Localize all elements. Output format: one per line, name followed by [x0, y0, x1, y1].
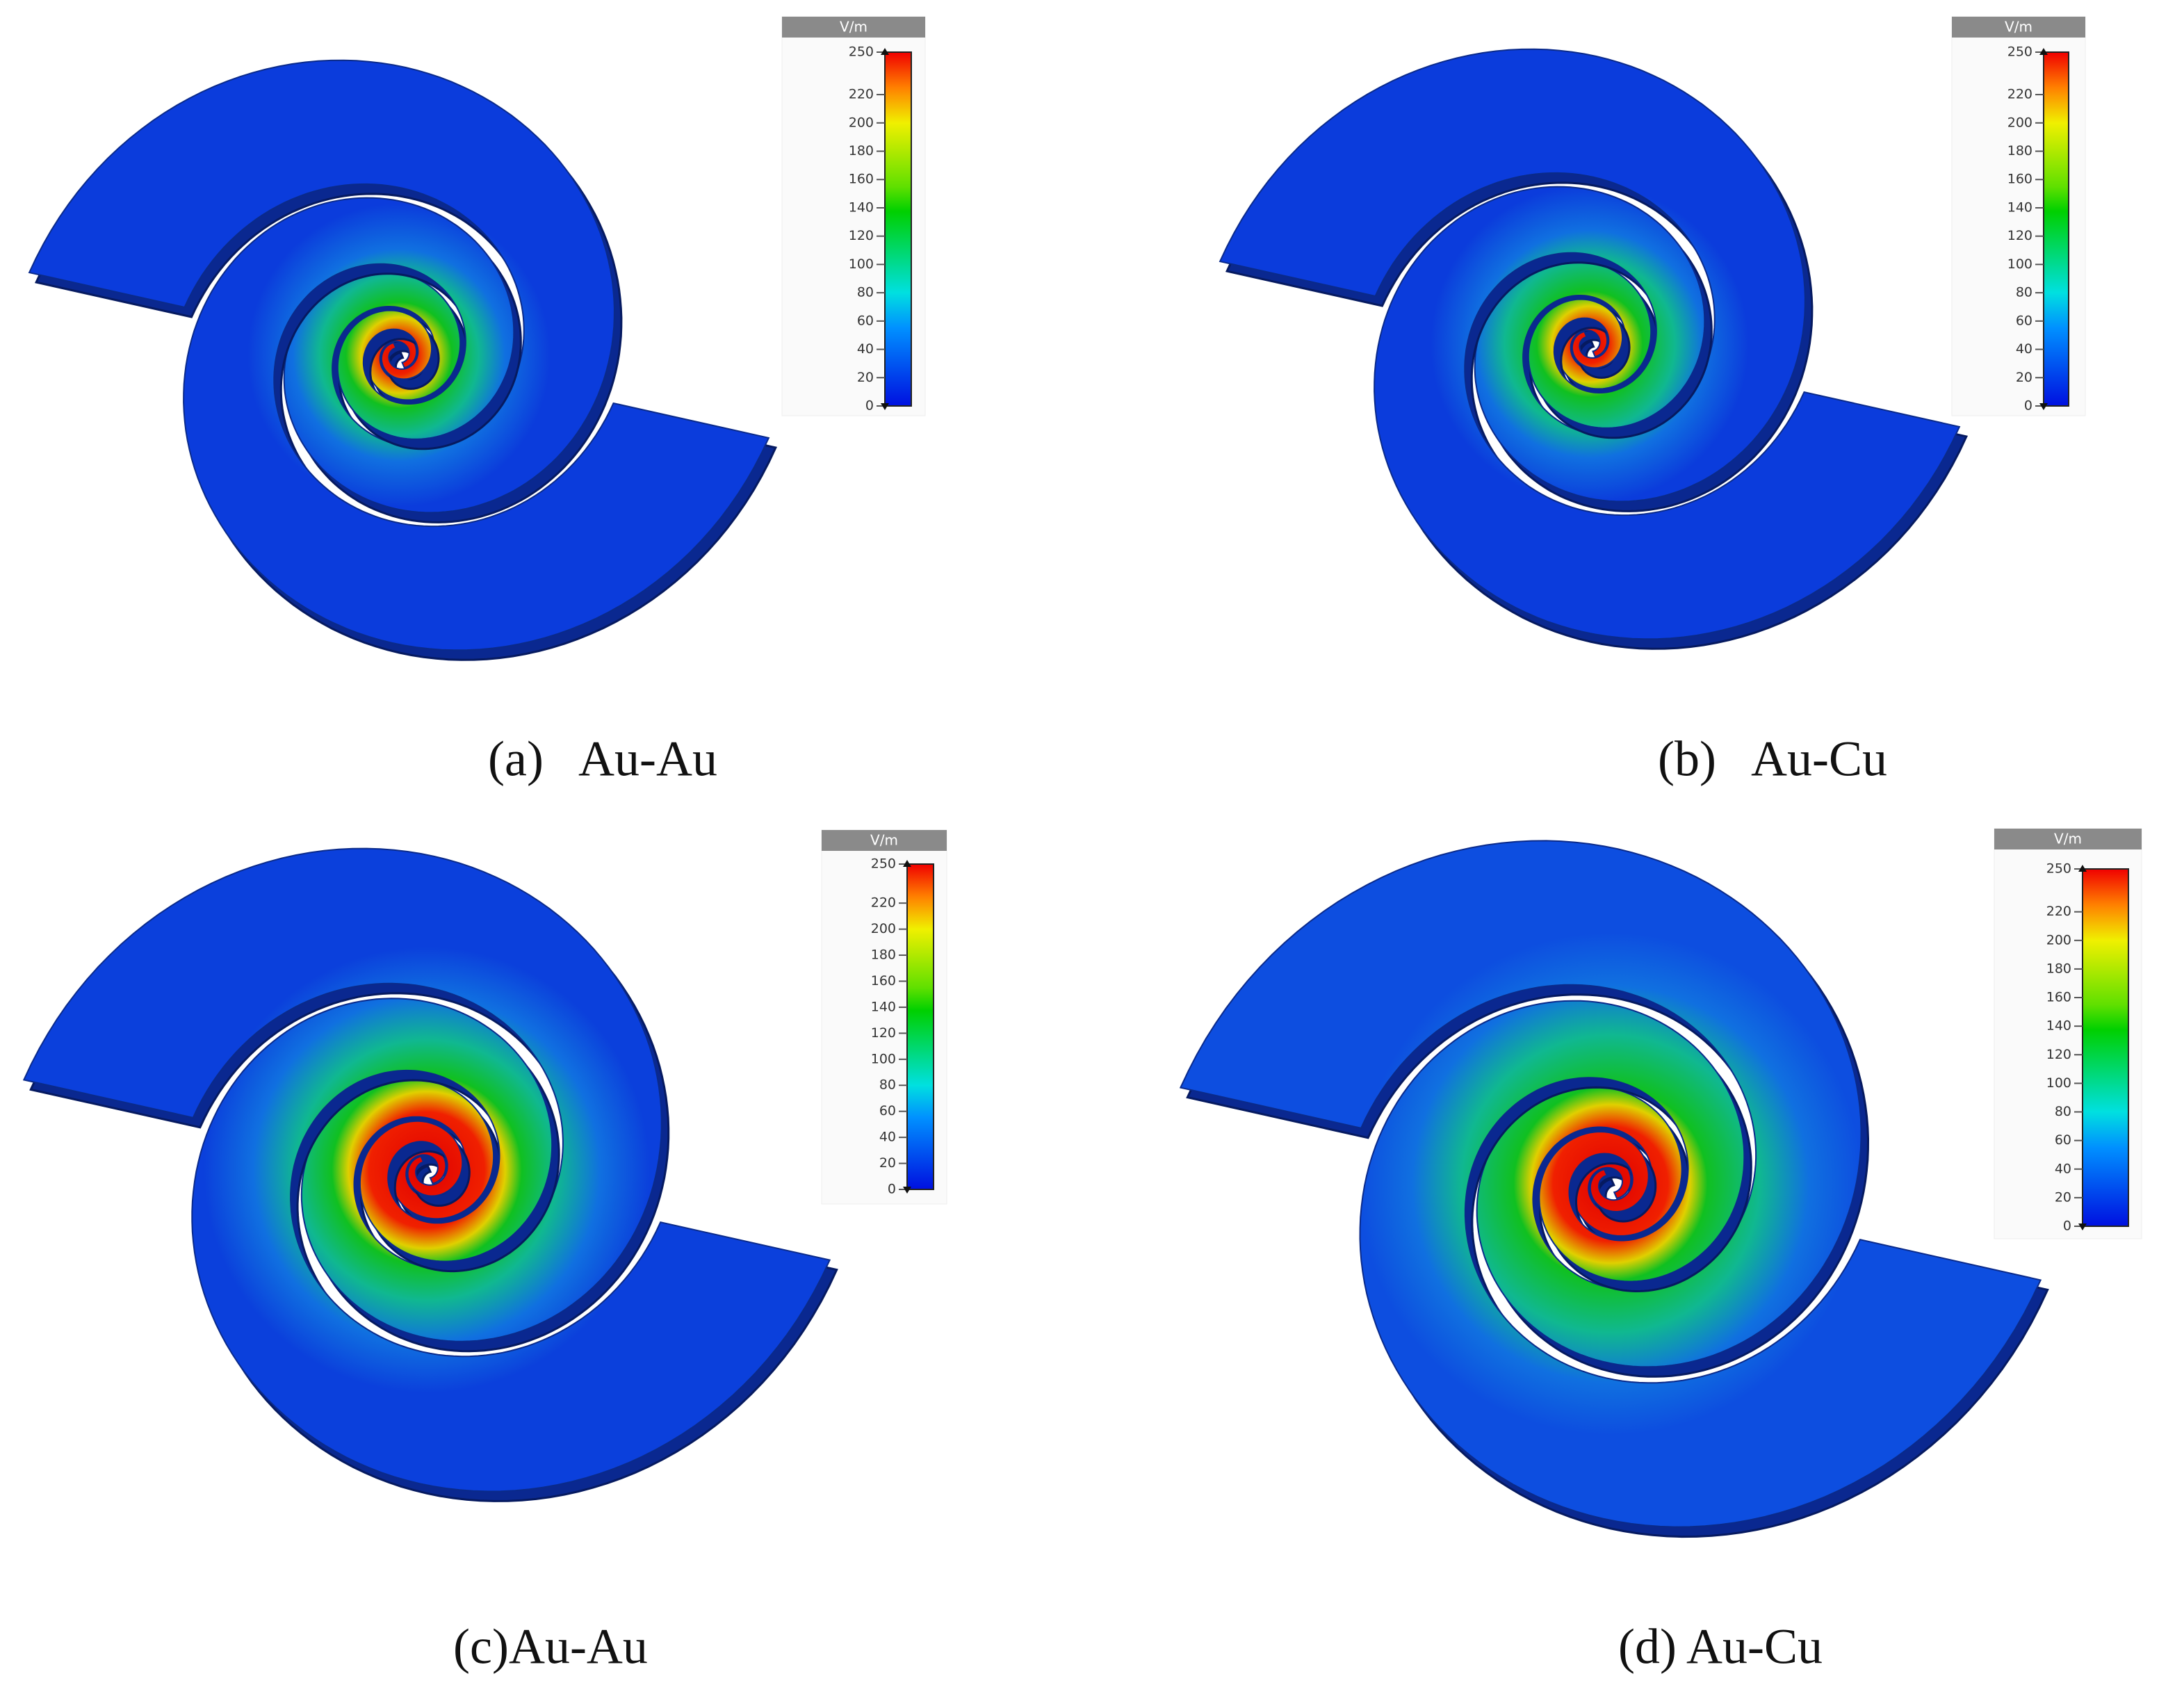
colorbar-tick-label: 120 [849, 228, 874, 243]
colorbar-tick-label: 0 [888, 1182, 896, 1197]
colorbar-arrow-bottom [881, 403, 889, 410]
colorbar-tick-label: 220 [2007, 87, 2032, 102]
colorbar-tick-label: 20 [879, 1155, 896, 1171]
colorbar-arrow-bottom [2039, 403, 2048, 410]
colorbar-tick-label: 120 [2046, 1047, 2071, 1062]
colorbar-tick-label: 60 [879, 1103, 896, 1119]
colorbar-tick-label: 200 [2007, 115, 2032, 130]
spiral-arm [22, 847, 662, 1342]
colorbar-tick-label: 220 [2046, 904, 2071, 919]
colorbar-tick-label: 220 [849, 87, 874, 102]
colorbar-tick-label: 60 [2055, 1132, 2071, 1148]
spiral-arm [1219, 48, 1806, 503]
spiral-arm [28, 59, 615, 514]
colorbar-tick-label: 100 [2046, 1075, 2071, 1091]
caption: (d) Au-Cu [1618, 1619, 1823, 1675]
colorbar-tick-label: 80 [879, 1077, 896, 1093]
colorbar-tick-label: 0 [865, 398, 874, 414]
colorbar-unit: V/m [870, 832, 898, 849]
colorbar-tick-label: 140 [871, 999, 896, 1014]
colorbar-tick-label: 20 [857, 370, 874, 385]
colorbar-tick-label: 250 [2007, 44, 2032, 60]
colorbar-tick-label: 220 [871, 895, 896, 911]
colorbar-tick-label: 160 [871, 973, 896, 989]
caption: (b) Au-Cu [1658, 731, 1887, 787]
colorbar-header [1994, 829, 2142, 849]
colorbar-tick-label: 20 [2055, 1189, 2071, 1205]
colorbar-tick-label: 160 [2046, 990, 2071, 1005]
colorbar-tick-label: 120 [2007, 228, 2032, 243]
panel: V/m 0 20 40 60 80 100 120 140 160 180 200 220 250 (d) … [1179, 828, 2142, 1675]
colorbar-tick-label: 100 [849, 257, 874, 272]
colorbar-tick-label: 100 [2007, 257, 2032, 272]
colorbar-tick-label: 200 [849, 115, 874, 130]
colorbar-unit: V/m [2054, 831, 2082, 847]
spiral-arm [1179, 840, 1862, 1368]
colorbar-tick-label: 200 [871, 921, 896, 936]
colorbar-tick-label: 160 [2007, 172, 2032, 187]
spiral-arm [183, 197, 770, 651]
colorbar [2043, 51, 2069, 407]
colorbar-arrow-top [903, 860, 911, 867]
colorbar-unit: V/m [840, 19, 867, 35]
colorbar-arrow-bottom [903, 1187, 911, 1194]
colorbar-tick-label: 80 [2016, 285, 2032, 300]
colorbar-tick-label: 0 [2024, 398, 2032, 414]
colorbar-tick-label: 200 [2046, 932, 2071, 947]
colorbar-tick-label: 180 [871, 947, 896, 963]
spiral-arm [1359, 1000, 2042, 1528]
colorbar-tick-label: 160 [849, 172, 874, 187]
colorbar-tick-label: 40 [879, 1130, 896, 1145]
colorbar-tick-label: 0 [2063, 1219, 2071, 1234]
panel: V/m 0 20 40 60 80 100 120 140 160 180 200 220 250 (b) … [1219, 16, 2086, 787]
colorbar-arrow-bottom [2078, 1223, 2087, 1230]
caption: (a) Au-Au [488, 731, 717, 787]
colorbar [906, 863, 934, 1190]
colorbar-header [782, 17, 925, 38]
colorbar-tick-label: 80 [857, 285, 874, 300]
colorbar-tick-label: 140 [2046, 1018, 2071, 1034]
colorbar-tick-label: 40 [2016, 341, 2032, 357]
panel: V/m 0 20 40 60 80 100 120 140 160 180 200 220 250 (c)A… [22, 829, 947, 1675]
colorbar-tick-label: 180 [2046, 961, 2071, 976]
colorbar-tick-label: 60 [2016, 313, 2032, 328]
colorbar-tick-label: 180 [849, 143, 874, 158]
colorbar-header [1952, 17, 2085, 38]
colorbar-tick-label: 80 [2055, 1104, 2071, 1119]
colorbar-header [822, 830, 947, 851]
colorbar-tick-label: 250 [871, 856, 896, 872]
colorbar-tick-label: 250 [2046, 861, 2071, 877]
colorbar-arrow-top [881, 48, 889, 55]
spiral-arm [191, 998, 831, 1493]
spiral-arm [1374, 186, 1961, 640]
colorbar-tick-label: 40 [2055, 1161, 2071, 1176]
colorbar-arrow-top [2039, 48, 2048, 55]
colorbar-tick-label: 60 [857, 313, 874, 328]
colorbar-arrow-top [2078, 865, 2087, 872]
caption: (c)Au-Au [453, 1619, 648, 1675]
colorbar [2082, 868, 2129, 1227]
colorbar-tick-label: 140 [2007, 200, 2032, 215]
colorbar-tick-label: 120 [871, 1025, 896, 1041]
panel: V/m 0 20 40 60 80 100 120 140 160 180 200 220 250 (a) … [28, 16, 926, 787]
colorbar-tick-label: 40 [857, 341, 874, 357]
colorbar-tick-label: 20 [2016, 370, 2032, 385]
colorbar-tick-label: 140 [849, 200, 874, 215]
colorbar-unit: V/m [2005, 19, 2032, 35]
colorbar-tick-label: 100 [871, 1051, 896, 1066]
colorbar-tick-label: 250 [849, 44, 874, 60]
colorbar [884, 51, 912, 407]
colorbar-tick-label: 180 [2007, 143, 2032, 158]
